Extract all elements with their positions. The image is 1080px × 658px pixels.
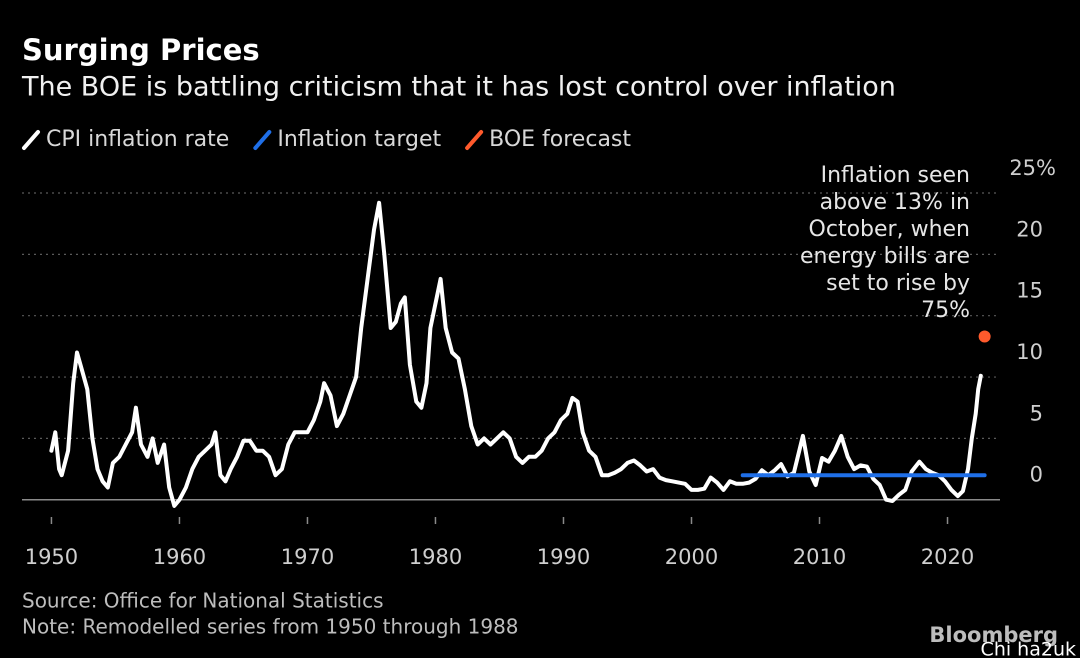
y-tick-label: 5 bbox=[1030, 401, 1043, 425]
legend-swatch bbox=[253, 130, 272, 150]
y-tick-label: 15 bbox=[1016, 279, 1043, 303]
forecast-point bbox=[978, 330, 991, 343]
annotation: 75% bbox=[921, 298, 970, 323]
legend-label: CPI inflation rate bbox=[46, 127, 229, 152]
annotation: energy bills are bbox=[800, 244, 970, 269]
chart-subtitle: The BOE is battling criticism that it ha… bbox=[21, 72, 896, 103]
annotation: set to rise by bbox=[826, 271, 970, 296]
x-tick-label: 1990 bbox=[537, 545, 590, 569]
brand: Bloomberg bbox=[929, 623, 1058, 647]
legend-label: BOE forecast bbox=[489, 127, 631, 152]
legend-swatch bbox=[465, 130, 484, 150]
watermark: Chi ha2uk bbox=[981, 639, 1076, 658]
x-tick-label: 2010 bbox=[793, 545, 846, 569]
chart-title: Surging Prices bbox=[22, 33, 260, 67]
legend-swatch bbox=[22, 130, 40, 150]
annotation: above 13% in bbox=[820, 190, 970, 215]
x-tick-label: 1950 bbox=[25, 545, 78, 569]
y-tick-label: 25% bbox=[1009, 156, 1056, 180]
annotation: Inflation seen bbox=[821, 163, 970, 188]
annotation: October, when bbox=[809, 217, 970, 242]
source: Source: Office for National Statistics bbox=[22, 589, 384, 613]
x-tick-label: 2000 bbox=[665, 545, 718, 569]
x-tick-label: 1980 bbox=[409, 545, 462, 569]
y-tick-label: 0 bbox=[1030, 463, 1043, 487]
y-tick-label: 20 bbox=[1016, 217, 1043, 241]
note: Note: Remodelled series from 1950 throug… bbox=[22, 615, 519, 639]
x-tick-label: 1970 bbox=[281, 545, 334, 569]
cpi-line bbox=[49, 200, 983, 508]
y-tick-label: 10 bbox=[1016, 340, 1043, 364]
x-tick-label: 1960 bbox=[153, 545, 206, 569]
x-tick-label: 2020 bbox=[921, 545, 974, 569]
legend-label: Inflation target bbox=[277, 127, 441, 152]
